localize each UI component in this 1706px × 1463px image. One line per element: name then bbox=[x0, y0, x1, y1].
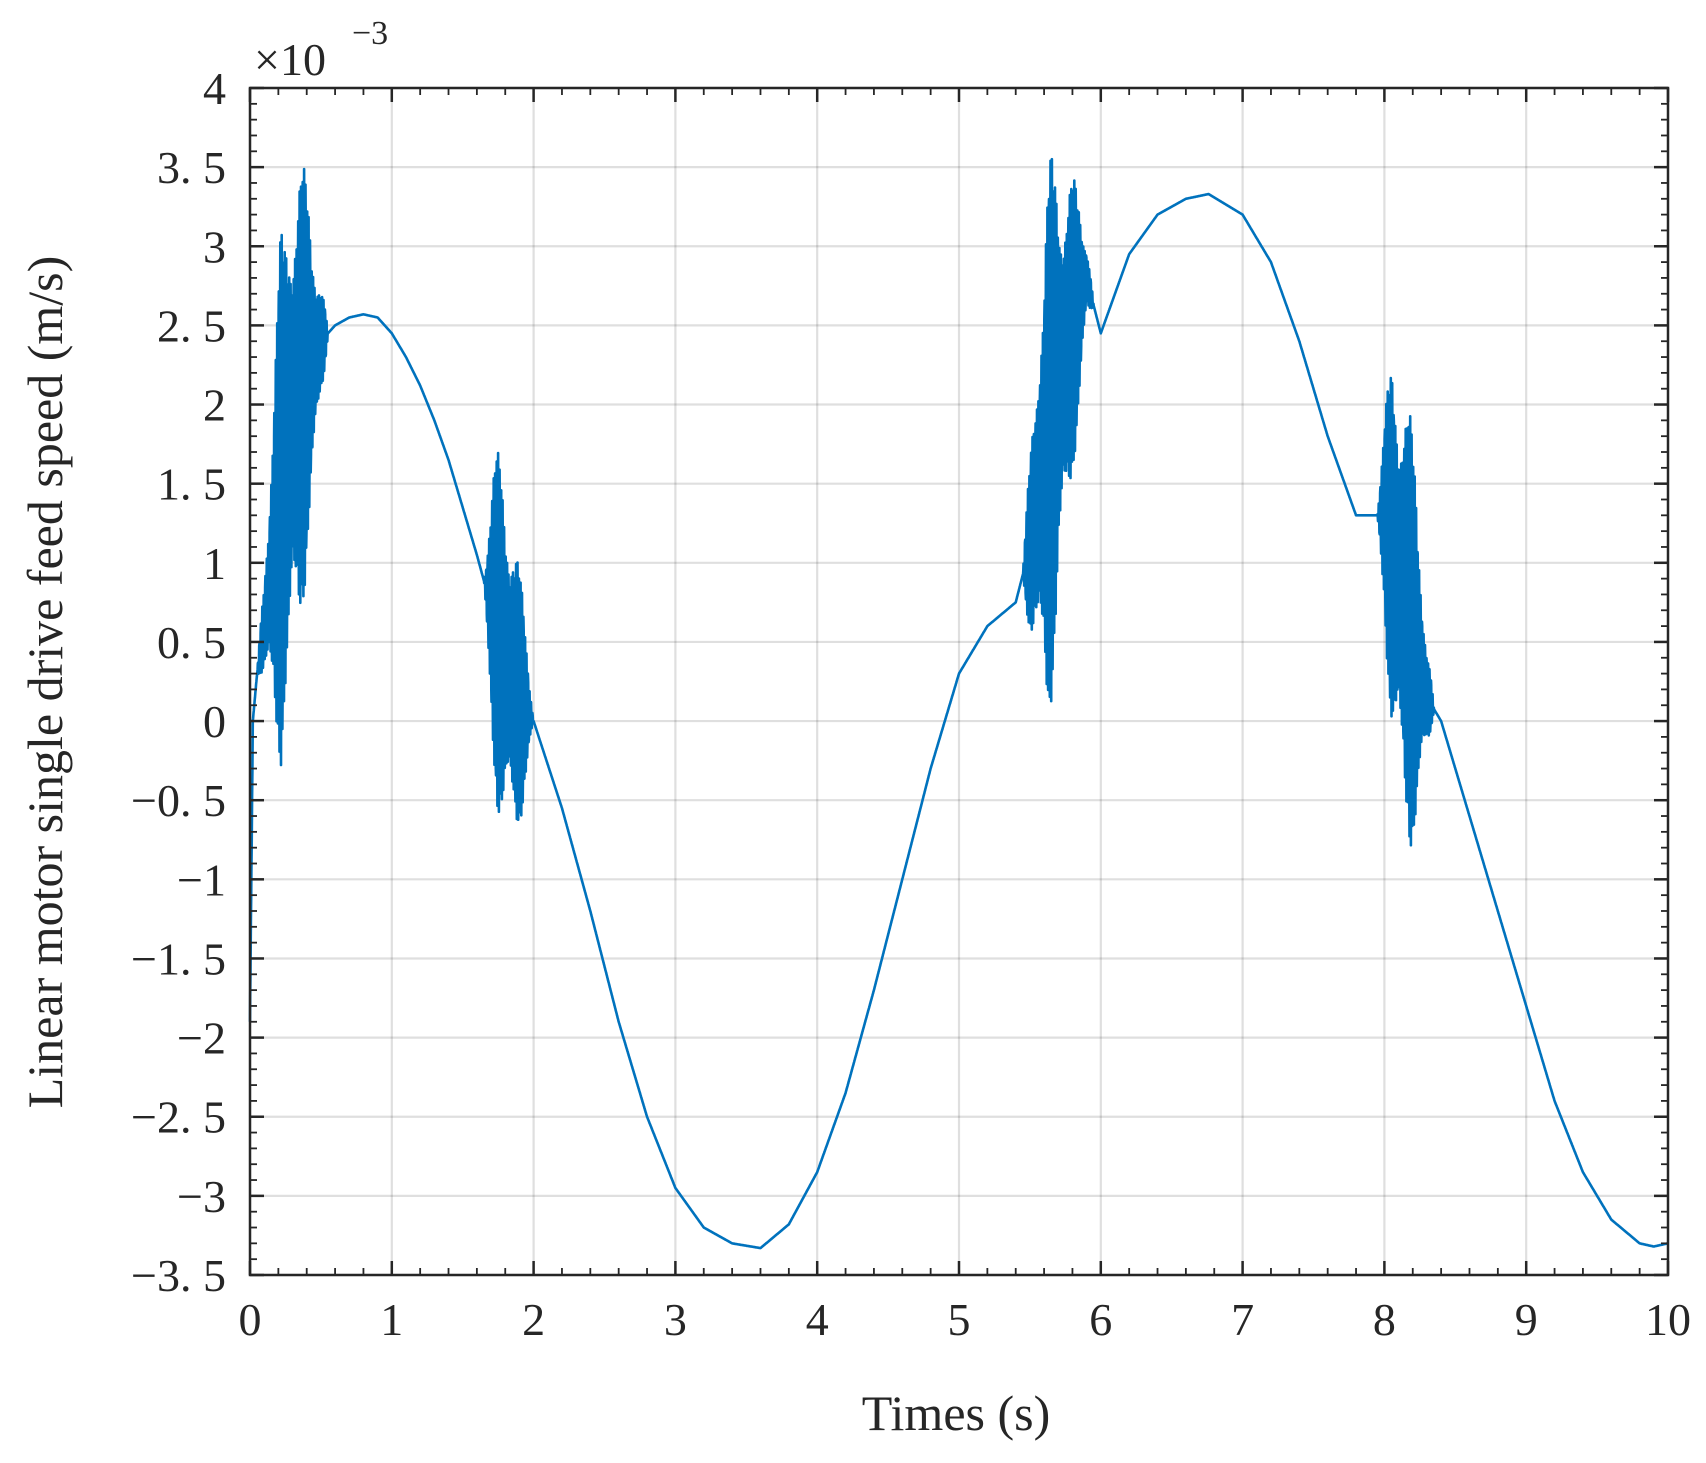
y-tick-label: −2. 5 bbox=[131, 1092, 226, 1143]
x-tick-label: 5 bbox=[948, 1294, 971, 1345]
x-tick-label: 2 bbox=[522, 1294, 545, 1345]
x-tick-label: 10 bbox=[1645, 1294, 1691, 1345]
y-tick-label: −1. 5 bbox=[131, 933, 226, 984]
y-tick-label: −3 bbox=[177, 1171, 226, 1222]
tick-marks bbox=[248, 86, 1670, 1277]
y-tick-label: 1 bbox=[203, 538, 226, 589]
x-axis-label: Times (s) bbox=[862, 1385, 1050, 1441]
y-exponent-power: −3 bbox=[352, 15, 388, 52]
plot-area bbox=[248, 157, 1670, 1250]
x-tick-label: 9 bbox=[1515, 1294, 1538, 1345]
y-tick-label: 4 bbox=[203, 63, 226, 114]
y-tick-label: 0 bbox=[203, 696, 226, 747]
y-tick-label: 3 bbox=[203, 221, 226, 272]
x-tick-label: 0 bbox=[239, 1294, 262, 1345]
x-tick-label: 8 bbox=[1373, 1294, 1396, 1345]
y-tick-label: −1 bbox=[177, 854, 226, 905]
y-tick-label: −3. 5 bbox=[131, 1250, 226, 1301]
x-tick-label: 6 bbox=[1089, 1294, 1112, 1345]
x-tick-label: 4 bbox=[806, 1294, 829, 1345]
series-line-speed bbox=[248, 157, 1670, 1250]
y-tick-label: −2 bbox=[177, 1013, 226, 1064]
y-tick-label: 3. 5 bbox=[157, 142, 226, 193]
x-tick-label: 3 bbox=[664, 1294, 687, 1345]
y-tick-label: −0. 5 bbox=[131, 775, 226, 826]
y-axis-label: Linear motor single drive feed speed (m/… bbox=[17, 256, 73, 1109]
y-exponent-label: ×10 bbox=[254, 34, 326, 85]
x-tick-labels: 0 1 2 3 4 5 6 7 8 9 10 bbox=[239, 1294, 1692, 1345]
y-tick-label: 0. 5 bbox=[157, 617, 226, 668]
x-tick-label: 1 bbox=[380, 1294, 403, 1345]
y-tick-labels: −3. 5 −3 −2. 5 −2 −1. 5 −1 −0. 5 0 0. 5 1 1. 5 2 2. … bbox=[131, 63, 226, 1301]
x-tick-label: 7 bbox=[1231, 1294, 1254, 1345]
y-tick-label: 2 bbox=[203, 380, 226, 431]
y-tick-label: 1. 5 bbox=[157, 459, 226, 510]
y-tick-label: 2. 5 bbox=[157, 300, 226, 351]
